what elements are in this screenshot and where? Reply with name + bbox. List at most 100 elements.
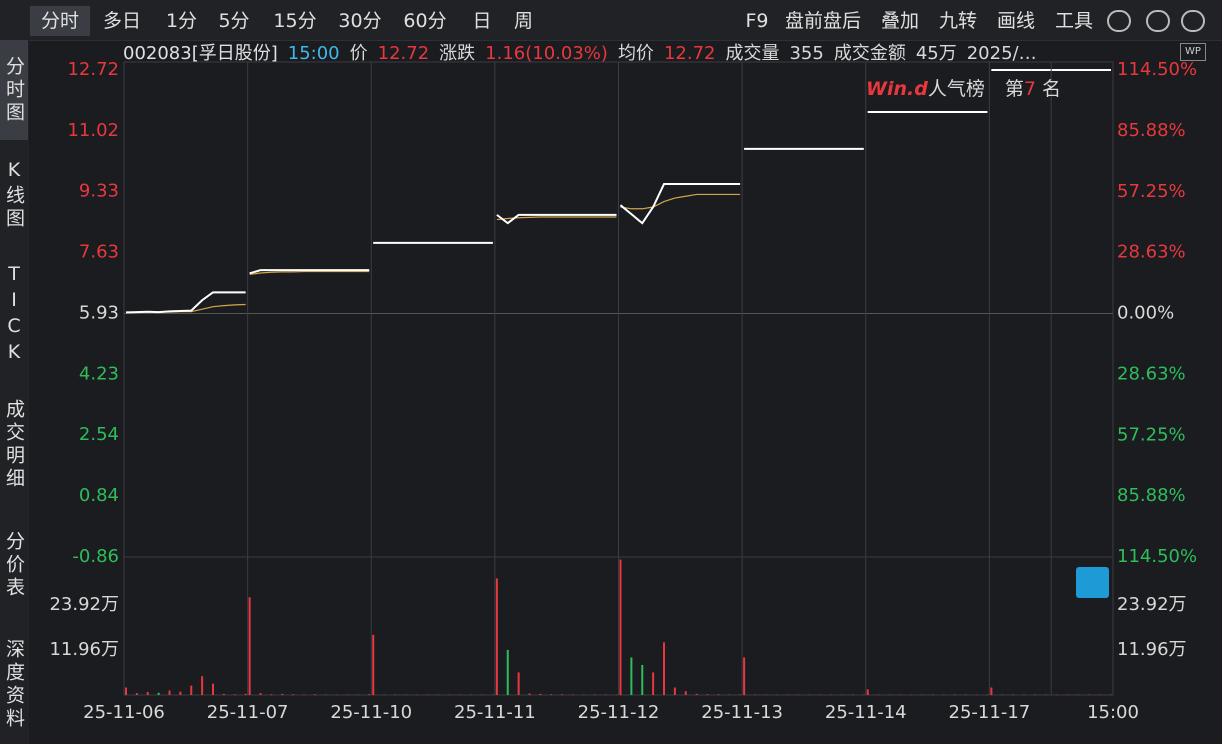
- y-tick-label: 5.93: [79, 303, 119, 324]
- avg-line: [496, 216, 617, 221]
- side-tab[interactable]: 成交明细: [3, 399, 25, 491]
- toolbar-tab[interactable]: 15分: [273, 10, 317, 32]
- toolbar-button[interactable]: 盘前盘后: [784, 10, 861, 32]
- y-tick-label: -0.86: [72, 546, 119, 567]
- volume-bar: [259, 693, 262, 695]
- side-tab[interactable]: K线图: [3, 159, 25, 231]
- volume-bar: [663, 642, 665, 695]
- avg: 12.72: [663, 43, 716, 64]
- volume-bar: [539, 693, 542, 695]
- x-tick-label: 25-11-12: [578, 702, 660, 723]
- y-tick-label: 9.33: [79, 181, 119, 202]
- x-tick-label: 25-11-11: [454, 702, 536, 723]
- toolbar-tab[interactable]: 日: [472, 10, 492, 32]
- volume-bar: [201, 676, 204, 695]
- toolbar-button[interactable]: 画线: [996, 10, 1035, 32]
- volume-bar: [233, 694, 236, 695]
- volume-bar: [157, 692, 160, 695]
- toolbar-icon[interactable]: [1107, 10, 1131, 32]
- volume-bar: [292, 694, 295, 695]
- volume-tick-label: 11.96万: [1117, 639, 1187, 660]
- side-tab[interactable]: 深度资料: [3, 638, 25, 731]
- toolbar-button[interactable]: 工具: [1054, 10, 1093, 32]
- volume-bar: [743, 657, 746, 695]
- quote-time: 15:00: [287, 43, 340, 64]
- float-widget: [1076, 567, 1109, 598]
- y2-tick-label: 85.88%: [1117, 120, 1186, 141]
- quote-bar: 002083[孚日股份] 15:00 价 12.72 涨跌 1.16(10.03…: [123, 40, 1037, 68]
- y2-tick-label: 57.25%: [1117, 424, 1186, 445]
- volume-bar: [372, 634, 375, 695]
- volume-bar: [652, 672, 655, 695]
- x-tick-label: 25-11-14: [825, 702, 907, 723]
- change-label: 涨跌: [439, 43, 476, 64]
- side-tab[interactable]: 分时图: [0, 40, 28, 140]
- volume-bar: [695, 693, 698, 695]
- ranking-prefix: 第: [1004, 78, 1024, 100]
- toolbar-tab[interactable]: 60分: [403, 10, 447, 32]
- toolbar-button[interactable]: F9: [745, 10, 769, 32]
- ranking-logo: Win.d: [866, 78, 928, 100]
- volume-bar: [146, 691, 149, 695]
- date: 2025/…: [966, 43, 1037, 64]
- toolbar-icon[interactable]: [1146, 10, 1170, 32]
- price-line: [125, 291, 246, 314]
- ranking-rank: 7: [1023, 78, 1036, 100]
- x-tick-label: 25-11-17: [949, 702, 1031, 723]
- price-line: [619, 183, 741, 225]
- volume-bar: [561, 694, 564, 695]
- y2-tick-label: 114.50%: [1117, 59, 1197, 80]
- volume-bar: [212, 683, 214, 695]
- side-tabs: 分时图 K线图 TICK 成交明细分价表深度资料: [0, 40, 29, 744]
- avg-line: [249, 270, 370, 276]
- side-tab[interactable]: 分价表: [3, 530, 25, 600]
- volume-bar: [248, 597, 251, 695]
- price-line: [249, 269, 370, 275]
- volume-bar: [313, 694, 316, 695]
- x-tick-label: 25-11-13: [701, 702, 783, 723]
- y2-tick-label: 85.88%: [1117, 485, 1186, 506]
- y2-tick-label: 0.00%: [1117, 303, 1174, 324]
- y2-tick-label: 114.50%: [1117, 546, 1197, 567]
- price-label: 价: [349, 43, 368, 64]
- volume-tick-label: 23.92万: [1117, 594, 1187, 615]
- volume-bar: [706, 694, 709, 695]
- amount: 45万: [915, 43, 957, 64]
- y2-tick-label: 28.63%: [1117, 363, 1186, 384]
- dropdown-icon[interactable]: [545, 6, 563, 36]
- toolbar-tab[interactable]: 1分: [165, 10, 198, 32]
- toolbar-tab[interactable]: 多日: [102, 10, 141, 32]
- wp-icon[interactable]: WP: [1180, 43, 1206, 61]
- volume-label: 成交量: [725, 43, 780, 64]
- toolbar-icon[interactable]: [1181, 10, 1205, 32]
- toolbar-button[interactable]: 叠加: [880, 10, 919, 32]
- toolbar-tab[interactable]: 5分: [218, 10, 250, 32]
- side-tab[interactable]: TICK: [3, 263, 25, 367]
- y2-tick-label: 57.25%: [1117, 181, 1186, 202]
- volume-bar: [135, 693, 138, 695]
- volume-tick-label: 23.92万: [49, 594, 119, 615]
- toolbar-tab[interactable]: 30分: [338, 10, 382, 32]
- y-tick-label: 12.72: [67, 59, 119, 80]
- ranking-label: 人气榜: [927, 78, 985, 100]
- toolbar-button[interactable]: 九转: [938, 10, 977, 32]
- y-tick-label: 7.63: [79, 242, 119, 263]
- volume-bar: [222, 693, 225, 695]
- ranking[interactable]: Win.d人气榜 第7 名: [866, 74, 1061, 101]
- toolbar: 分时 多日 1分 5分 15分 30分 60分 日周 F9 盘前盘后 叠加 九转 画线 工具: [0, 0, 1222, 41]
- volume-bar: [619, 559, 622, 695]
- volume-bar: [684, 691, 687, 695]
- volume-bar: [190, 685, 193, 695]
- volume-bar: [506, 649, 509, 695]
- avg-label: 均价: [617, 43, 654, 64]
- volume-bar: [990, 687, 993, 695]
- price: 12.72: [377, 43, 430, 64]
- volume: 355: [789, 43, 824, 64]
- toolbar-tab[interactable]: 分时: [30, 6, 90, 36]
- toolbar-tab[interactable]: 周: [513, 10, 533, 32]
- price-line: [496, 213, 617, 225]
- y-tick-label: 2.54: [79, 424, 119, 445]
- amount-label: 成交金额: [833, 43, 906, 64]
- volume-bar: [244, 693, 247, 695]
